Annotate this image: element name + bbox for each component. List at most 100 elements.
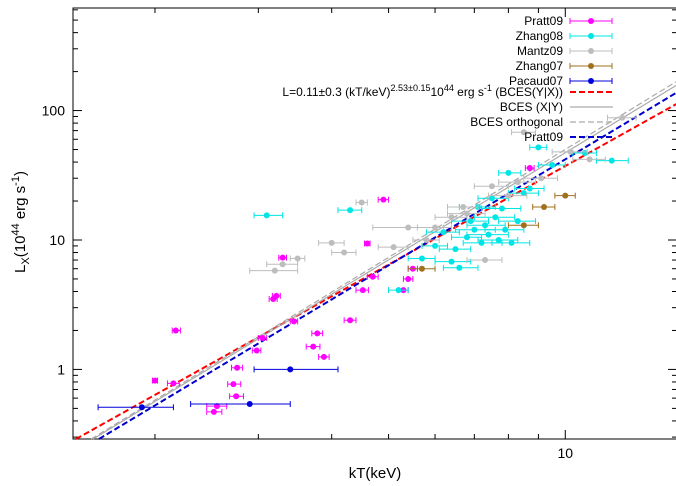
legend-label: Pratt09: [524, 130, 563, 144]
point-marker: [170, 380, 177, 387]
axis-ticks: 1 10 100 10: [42, 8, 676, 461]
legend-label: BCES (X|Y): [500, 100, 563, 114]
data-point: [227, 381, 242, 388]
point-marker: [495, 236, 502, 243]
data-point: [572, 149, 597, 156]
legend-swatch-marker: [588, 78, 594, 84]
point-marker: [463, 210, 470, 217]
data-point: [484, 226, 525, 233]
point-marker: [471, 226, 478, 233]
point-marker: [485, 231, 492, 238]
data-point: [425, 229, 460, 236]
data-point: [507, 190, 539, 197]
data-point: [289, 318, 299, 325]
data-point: [402, 275, 414, 282]
point-marker: [233, 393, 240, 400]
point-marker: [460, 203, 467, 210]
point-marker: [314, 330, 321, 337]
point-marker: [423, 236, 430, 243]
point-marker: [390, 244, 397, 251]
data-point: [498, 179, 537, 186]
legend-swatch-marker: [588, 48, 594, 54]
data-point: [488, 192, 528, 199]
data-point: [466, 222, 506, 229]
point-marker: [456, 264, 463, 271]
point-marker: [273, 292, 280, 299]
data-point: [537, 161, 566, 168]
point-marker: [520, 190, 527, 197]
data-point: [511, 129, 537, 136]
legend-label: BCES orthogonal: [470, 115, 563, 129]
data-point: [407, 265, 436, 272]
point-marker: [482, 222, 489, 229]
data-point: [266, 261, 299, 268]
data-point: [434, 214, 468, 221]
data-point: [498, 169, 522, 176]
data-point: [412, 236, 440, 243]
point-marker: [538, 175, 545, 182]
point-marker: [210, 408, 217, 415]
point-marker: [263, 212, 270, 219]
data-point: [434, 258, 472, 265]
point-marker: [526, 164, 533, 171]
point-marker: [347, 317, 354, 324]
data-point: [171, 327, 181, 334]
point-marker: [172, 327, 179, 334]
data-point: [438, 246, 472, 253]
data-point: [253, 212, 284, 219]
data-point: [529, 144, 548, 151]
data-point: [257, 334, 268, 341]
data-point: [523, 175, 559, 182]
data-point: [388, 287, 409, 294]
point-marker: [234, 364, 241, 371]
data-point: [377, 244, 409, 251]
y-tick-label: 10: [49, 232, 65, 248]
point-marker: [514, 218, 521, 225]
x-tick-label: 10: [557, 445, 573, 461]
data-point: [230, 364, 244, 371]
point-marker: [369, 273, 376, 280]
point-marker: [246, 401, 253, 408]
legend-label: Pratt09: [524, 14, 563, 28]
data-point: [343, 317, 357, 324]
data-point: [311, 330, 324, 337]
data-point: [507, 222, 539, 229]
point-marker: [359, 287, 366, 294]
y-tick-label: 100: [42, 103, 66, 119]
data-point: [318, 239, 345, 246]
data-point: [305, 343, 321, 350]
legend-label: Zhang08: [516, 29, 564, 43]
point-marker: [448, 258, 455, 265]
point-marker: [492, 214, 499, 221]
legend-swatch-marker: [588, 33, 594, 39]
legend-label: Zhang07: [516, 59, 564, 73]
point-marker: [405, 275, 412, 282]
data-point: [278, 254, 287, 261]
y-axis-label: LX(1044 erg s-1): [10, 171, 32, 273]
data-point: [206, 408, 223, 415]
point-marker: [418, 255, 425, 262]
data-point: [337, 207, 363, 214]
point-marker: [482, 257, 489, 264]
point-marker: [347, 207, 354, 214]
data-point: [554, 192, 576, 199]
data-point: [595, 157, 629, 164]
fit-line: [90, 81, 676, 440]
point-marker: [364, 240, 371, 247]
point-marker: [380, 196, 387, 203]
data-point: [532, 203, 556, 210]
point-marker: [279, 254, 286, 261]
legend-swatch-marker: [588, 63, 594, 69]
data-point: [446, 203, 479, 210]
legend-equation-label: L=0.11±0.3 (kT/keV)2.53±0.151044 erg s-1…: [282, 83, 563, 99]
point-marker: [526, 185, 533, 192]
point-marker: [520, 129, 527, 136]
point-marker: [502, 226, 509, 233]
data-point: [473, 183, 509, 190]
point-marker: [448, 214, 455, 221]
fit-line: [75, 103, 676, 440]
point-marker: [279, 261, 286, 268]
legend-label: Pacaud07: [509, 74, 563, 88]
